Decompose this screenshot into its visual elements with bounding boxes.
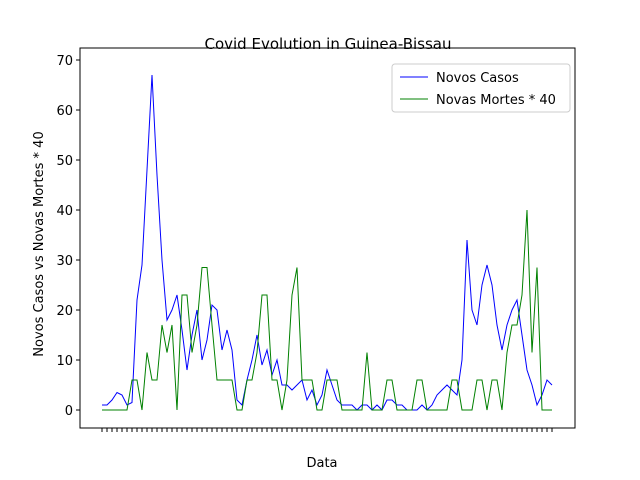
legend-label: Novos Casos (436, 71, 519, 86)
x-axis-label: Data (306, 456, 337, 471)
plot-frame (79, 47, 576, 429)
y-tick-label: 70 (56, 54, 73, 69)
y-axis-label: Novos Casos vs Novas Mortes * 40 (32, 131, 47, 356)
y-tick-label: 40 (56, 204, 73, 219)
y-tick-label: 10 (56, 354, 73, 369)
line-series (102, 209, 552, 411)
y-tick-label: 20 (56, 304, 73, 319)
y-tick-label: 0 (65, 404, 73, 419)
line-series (102, 74, 553, 411)
y-tick-label: 30 (56, 254, 73, 269)
y-tick-label: 50 (56, 154, 73, 169)
y-tick-label: 60 (56, 104, 73, 119)
legend-label: Novas Mortes * 40 (436, 93, 556, 108)
legend-box (391, 63, 571, 113)
chart-title: Covid Evolution in Guinea-Bissau (204, 35, 451, 53)
